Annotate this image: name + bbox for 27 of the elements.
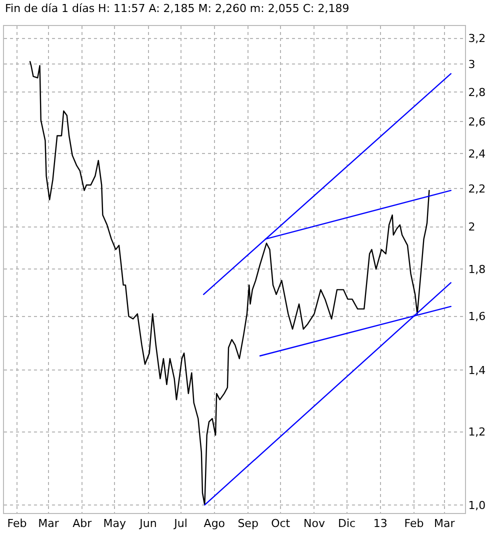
y-tick-label: 2,2 [468, 182, 486, 196]
y-tick-label: 2,4 [468, 148, 486, 161]
x-tick-label: May [103, 517, 126, 530]
x-tick-label: Jul [173, 517, 188, 530]
y-tick-label: 1,2 [468, 426, 486, 439]
y-tick-label: 1,8 [468, 262, 486, 276]
x-tick-label: Jun [138, 517, 157, 530]
x-tick-label: Feb [7, 517, 27, 530]
y-tick-label: 2,6 [468, 115, 486, 128]
x-tick-label: Abr [72, 517, 92, 530]
y-tick-label: 2 [468, 220, 476, 234]
y-tick-label: 1,6 [468, 310, 486, 324]
x-tick-label: Mar [434, 517, 456, 530]
x-tick-label: Sep [238, 517, 258, 530]
x-tick-label: Ago [204, 517, 226, 530]
y-tick-label: 1,4 [468, 364, 486, 377]
x-tick-label: 13 [373, 517, 388, 530]
x-tick-label: Oct [271, 517, 291, 530]
chart-title: Fin de día 1 días H: 11:57 A: 2,185 M: 2,260 m: 2,055 C: 2,189 [4, 2, 350, 16]
y-tick-label: 2,8 [468, 86, 486, 99]
x-tick-label: Nov [303, 517, 326, 530]
x-tick-label: Mar [38, 517, 60, 530]
y-tick-label: 3,2 [468, 32, 486, 46]
x-tick-label: Feb [404, 517, 424, 530]
x-tick-label: Dic [338, 517, 356, 530]
y-tick-label: 3 [468, 58, 476, 72]
y-tick-label: 1,0 [468, 498, 486, 512]
